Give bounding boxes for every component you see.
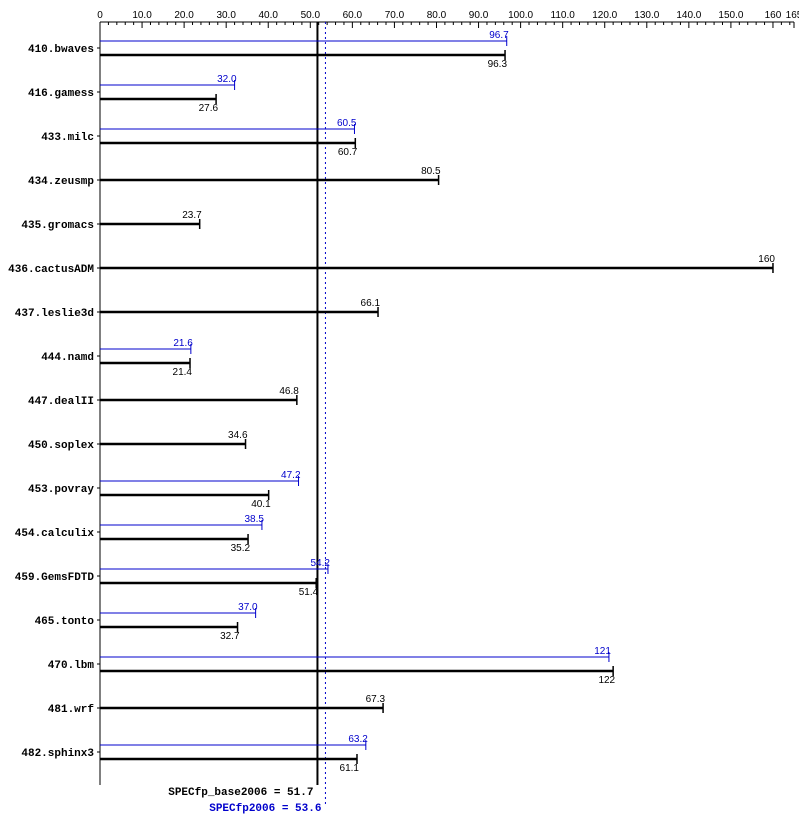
axis-tick-label: 130.0 (634, 10, 659, 21)
benchmark-label: 436.cactusADM (8, 264, 94, 276)
base-value-label: 61.1 (340, 763, 360, 774)
peak-value-label: 60.5 (337, 118, 357, 129)
benchmark-label: 435.gromacs (21, 220, 94, 232)
peak-value-label: 96.7 (489, 30, 509, 41)
axis-tick-label: 160 (765, 10, 782, 21)
peak-value-label: 63.2 (348, 734, 368, 745)
axis-tick-label: 100.0 (508, 10, 533, 21)
benchmark-label: 454.calculix (15, 528, 95, 540)
base-value-label: 32.7 (220, 631, 240, 642)
axis-tick-label: 110.0 (551, 10, 576, 21)
peak-value-label: 47.2 (281, 470, 301, 481)
axis-tick-label: 0 (97, 10, 103, 21)
benchmark-label: 453.povray (28, 484, 94, 496)
base-value-label: 46.8 (279, 386, 299, 397)
benchmark-label: 437.leslie3d (15, 308, 94, 320)
base-value-label: 96.3 (488, 59, 508, 70)
benchmark-label: 433.milc (41, 132, 94, 144)
summary-base-label: SPECfp_base2006 = 51.7 (168, 787, 313, 799)
base-value-label: 27.6 (199, 103, 219, 114)
axis-tick-label: 20.0 (174, 10, 194, 21)
base-value-label: 66.1 (361, 298, 381, 309)
axis-tick-label: 30.0 (216, 10, 236, 21)
base-value-label: 60.7 (338, 147, 358, 158)
chart-svg: 0 10.0 20.0 30.0 40.0 50.0 60.0 70.0 80.0 90.0 100… (0, 0, 799, 831)
benchmark-label: 459.GemsFDTD (15, 572, 95, 584)
base-value-label: 51.4 (299, 587, 319, 598)
peak-value-label: 32.0 (217, 74, 237, 85)
base-value-label: 35.2 (231, 543, 251, 554)
peak-value-label: 121 (594, 646, 611, 657)
benchmark-label: 481.wrf (48, 704, 95, 716)
benchmark-label: 410.bwaves (28, 44, 94, 56)
benchmark-label: 416.gamess (28, 88, 94, 100)
base-value-label: 40.1 (251, 499, 271, 510)
base-value-label: 23.7 (182, 210, 202, 221)
axis-tick-label: 90.0 (469, 10, 489, 21)
benchmark-label: 444.namd (41, 352, 94, 364)
axis-tick-label: 40.0 (259, 10, 279, 21)
peak-value-label: 38.5 (244, 514, 264, 525)
benchmark-label: 450.soplex (28, 440, 94, 452)
axis-tick-label: 140.0 (676, 10, 701, 21)
axis-tick-label: 120.0 (592, 10, 617, 21)
peak-value-label: 37.0 (238, 602, 258, 613)
base-value-label: 160 (758, 254, 775, 265)
axis-tick-label: 80.0 (427, 10, 447, 21)
axis-tick-label: 70.0 (385, 10, 405, 21)
axis-tick-label: 150.0 (718, 10, 743, 21)
base-value-label: 67.3 (366, 694, 386, 705)
axis-tick-label: 50.0 (301, 10, 321, 21)
spec-chart: 0 10.0 20.0 30.0 40.0 50.0 60.0 70.0 80.0 90.0 100… (0, 0, 799, 831)
benchmark-label: 447.dealII (28, 396, 94, 408)
summary-peak-label: SPECfp2006 = 53.6 (209, 803, 321, 815)
base-value-label: 34.6 (228, 430, 248, 441)
benchmark-label: 465.tonto (35, 616, 95, 628)
axis-tick-label: 165 (786, 10, 799, 21)
base-value-label: 80.5 (421, 166, 441, 177)
base-value-label: 21.4 (173, 367, 193, 378)
axis-tick-label: 60.0 (343, 10, 363, 21)
axis-tick-label: 10.0 (132, 10, 152, 21)
peak-value-label: 21.6 (173, 338, 193, 349)
base-value-label: 122 (598, 675, 615, 686)
benchmark-label: 482.sphinx3 (21, 748, 94, 760)
peak-value-label: 54.2 (310, 558, 330, 569)
benchmark-label: 470.lbm (48, 660, 95, 672)
benchmark-label: 434.zeusmp (28, 176, 94, 188)
